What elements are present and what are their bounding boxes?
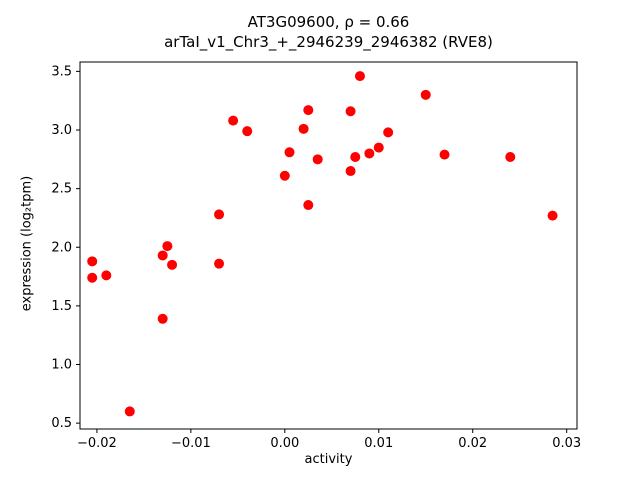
- data-point: [279, 170, 290, 181]
- data-point: [420, 89, 431, 100]
- y-tick-label: 2.5: [51, 182, 72, 197]
- data-point: [303, 200, 314, 211]
- x-tick-label: 0.00: [270, 436, 299, 451]
- data-point: [162, 241, 173, 252]
- data-point: [345, 166, 356, 177]
- data-point: [167, 259, 178, 270]
- data-point: [439, 149, 450, 160]
- data-point: [312, 154, 323, 165]
- chart-title: AT3G09600, ρ = 0.66: [247, 13, 410, 31]
- data-point: [87, 272, 98, 283]
- y-tick-label: 1.5: [51, 299, 72, 314]
- data-point: [284, 147, 295, 158]
- axes-frame: [79, 61, 578, 430]
- data-point: [547, 210, 558, 221]
- data-point: [124, 406, 135, 417]
- x-tick-label: 0.01: [364, 436, 393, 451]
- data-point: [505, 151, 516, 162]
- data-point: [298, 123, 309, 134]
- y-axis-label: expression (log₂tpm): [19, 175, 35, 312]
- x-tick-label: 0.02: [458, 436, 487, 451]
- data-point: [364, 148, 375, 159]
- data-point: [228, 115, 239, 126]
- y-tick-label: 2.0: [51, 240, 72, 255]
- data-point: [373, 142, 384, 153]
- data-point: [101, 270, 112, 281]
- y-tick-label: 3.0: [51, 123, 72, 138]
- data-point: [303, 105, 314, 116]
- data-point: [383, 127, 394, 138]
- x-axis-label: activity: [304, 452, 353, 467]
- x-tick-label: −0.02: [77, 436, 117, 451]
- y-tick-label: 0.5: [51, 416, 72, 431]
- x-tick-label: −0.01: [171, 436, 211, 451]
- data-point: [87, 256, 98, 267]
- y-tick-label: 1.0: [51, 358, 72, 373]
- data-point: [345, 106, 356, 117]
- chart-subtitle: arTaI_v1_Chr3_+_2946239_2946382 (RVE8): [164, 33, 493, 51]
- data-point: [354, 71, 365, 82]
- data-point: [242, 126, 253, 137]
- data-point: [214, 258, 225, 269]
- y-tick-label: 3.5: [51, 64, 72, 79]
- data-point: [157, 250, 168, 261]
- data-point: [350, 151, 361, 162]
- data-point: [214, 209, 225, 220]
- data-point: [157, 313, 168, 324]
- x-tick-label: 0.03: [552, 436, 581, 451]
